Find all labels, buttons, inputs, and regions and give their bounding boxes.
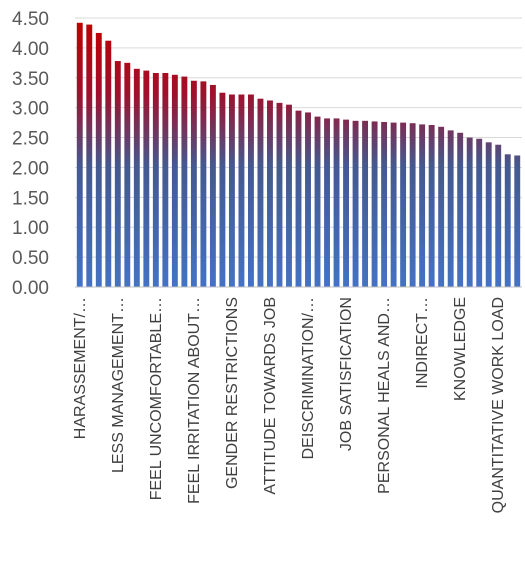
bar [400,122,407,287]
x-tick-label: KNOWLEDGE [452,297,469,401]
bar [286,104,292,287]
bar [209,84,216,287]
bar [438,126,445,287]
bar [152,72,159,288]
bar [447,130,454,287]
bar [428,125,435,287]
x-tick-label: DEISCRIMINATION/… [300,297,317,459]
bar [200,81,207,287]
y-tick-label: 2.00 [12,158,49,179]
y-tick-label: 4.50 [12,9,49,30]
bar [381,122,388,287]
x-axis-ticks: HARASSEMENT/… LESS MANAGEMENT… FEEL UNCOMF… [72,297,507,513]
x-tick-label: PERSONAL HEALS AND… [376,297,393,494]
y-tick-label: 0.00 [12,278,49,299]
bar [305,112,311,288]
bar [485,142,492,287]
bar [333,118,340,287]
y-tick-label: 4.00 [12,39,49,60]
bar [419,124,426,287]
bar [343,119,350,287]
bar [409,123,416,287]
y-tick-label: 2.50 [12,129,49,150]
bar [390,122,397,287]
bar [143,70,150,287]
bar [314,116,321,287]
x-tick-label: LESS MANAGEMENT… [110,297,127,473]
bar [124,62,131,288]
bar [133,68,140,287]
bar [105,40,112,287]
y-tick-label: 1.50 [12,188,49,209]
bar [476,138,483,287]
bar [162,72,169,288]
y-tick-label: 0.50 [12,248,49,269]
bar [114,61,121,287]
bar [171,74,178,288]
x-tick-label: INDIRECT… [414,297,431,389]
bar [457,132,464,287]
bar [247,94,254,287]
x-tick-label: JOB SATISFICATION [338,297,355,451]
bar [362,120,369,287]
bar [466,137,473,287]
bar [267,100,273,287]
bar [371,121,378,287]
bar [514,155,521,287]
x-tick-label: FEEL IRRITATION ABOUT… [186,297,203,504]
bar [352,120,359,287]
bar [276,102,283,287]
x-tick-label: QUANTITATIVE WORK LOAD [490,297,507,513]
bar [257,98,264,287]
bar [295,110,302,288]
bar [190,80,197,288]
bar [76,22,83,287]
bar [504,154,511,287]
bar [228,94,235,287]
y-axis-ticks: 0.00 0.50 1.00 1.50 2.00 2.50 3.00 3.50 4.00 4.50 [12,9,49,299]
bar [238,94,245,287]
bar [95,32,102,287]
bars [76,22,521,288]
y-tick-label: 1.00 [12,218,49,239]
bar [495,144,502,287]
x-tick-label: ATTITUDE TOWARDS JOB [262,297,279,495]
y-tick-label: 3.50 [12,69,49,90]
bar [86,24,93,287]
bar [181,76,188,288]
bar [324,118,330,287]
x-tick-label: GENDER RESTRICTIONS [224,297,241,489]
x-tick-label: FEEL UNCOMFORTABLE… [148,297,165,500]
bar [219,92,226,287]
x-tick-label: HARASSEMENT/… [72,297,89,439]
y-tick-label: 3.00 [12,99,49,120]
